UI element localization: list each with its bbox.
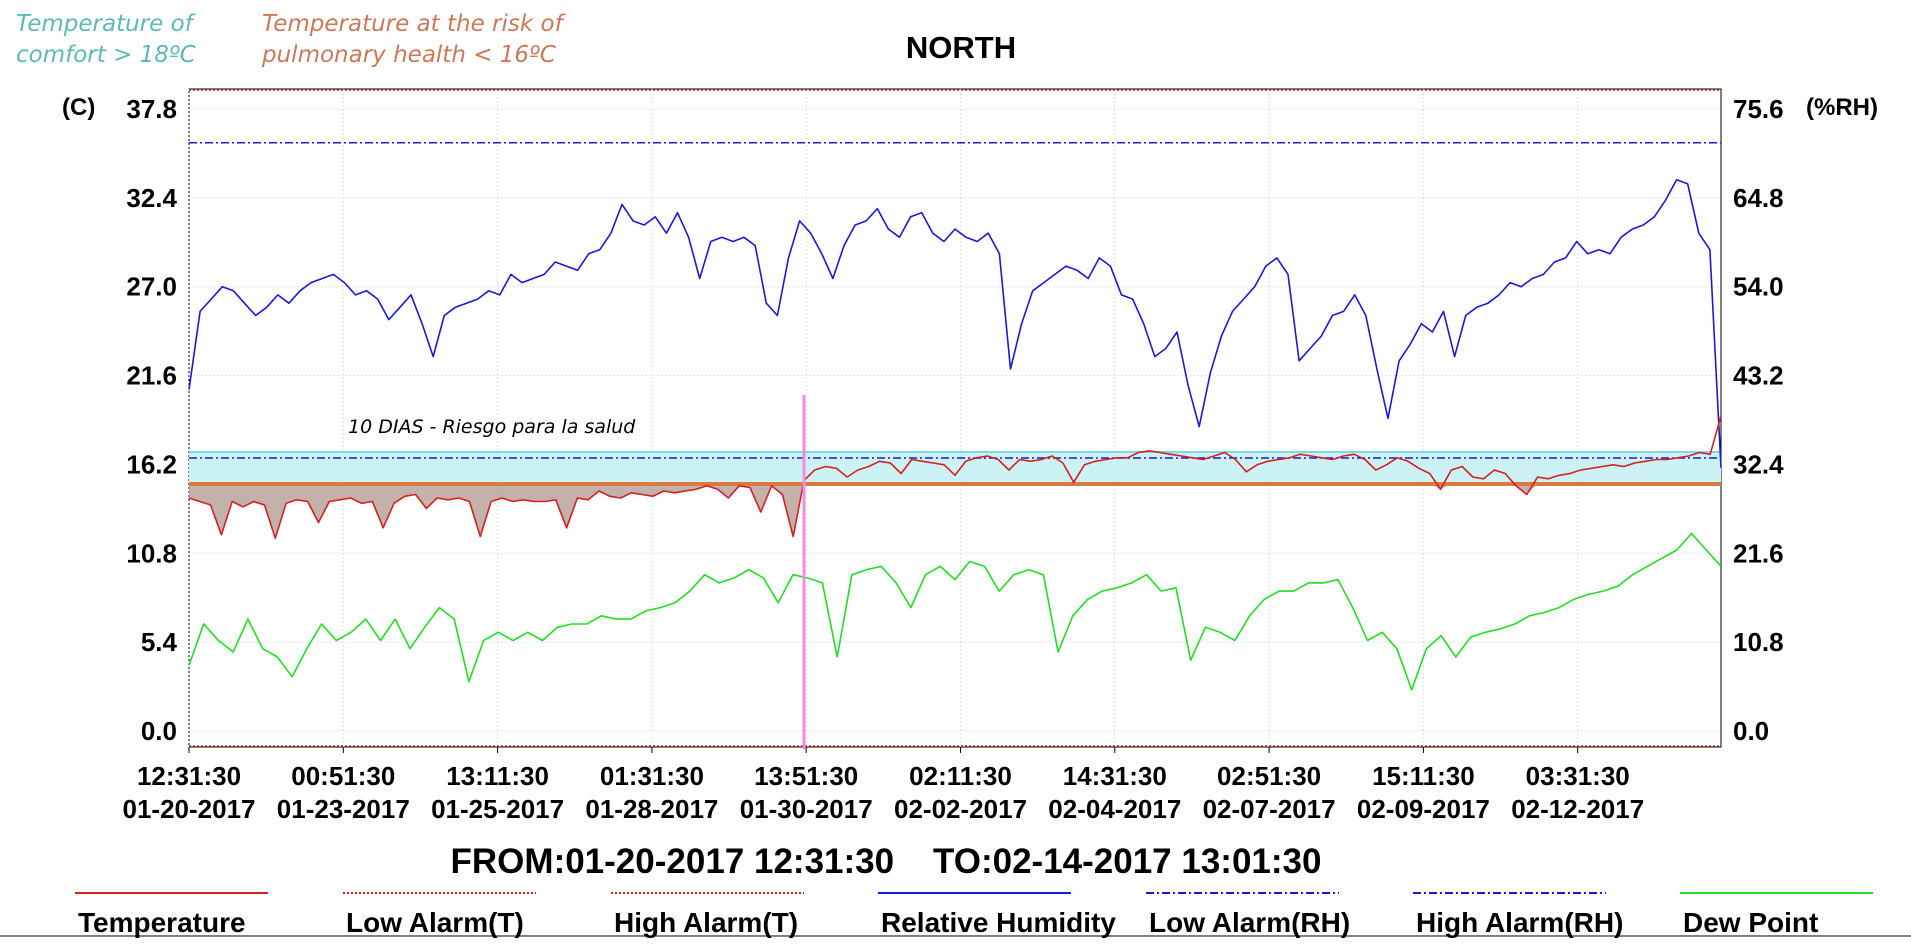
- x-tick-date: 02-07-2017: [1203, 794, 1336, 824]
- legend-label: Low Alarm(T): [346, 907, 524, 938]
- series-layer: [188, 89, 1722, 749]
- humidity-line: [188, 179, 1722, 468]
- legend-label: Dew Point: [1683, 907, 1818, 938]
- chart-title: NORTH: [906, 30, 1016, 65]
- x-tick-date: 01-20-2017: [123, 794, 256, 824]
- y-left-tick: 21.6: [126, 361, 177, 391]
- period-annotation: 10 DIAS - Riesgo para la salud: [348, 416, 636, 438]
- comfort-note-line2: comfort > 18ºC: [16, 42, 196, 68]
- y-left-tick: 16.2: [126, 449, 177, 479]
- legend-label: Relative Humidity: [881, 907, 1116, 938]
- y-left-tick: 0.0: [141, 716, 177, 746]
- y-right-tick: 0.0: [1733, 716, 1769, 746]
- tick-labels: 37.8 32.4 27.0 21.6 16.2 10.8 5.4 0.0 75.6 64.8 54…: [123, 94, 1785, 824]
- y-right-label: (%RH): [1806, 94, 1878, 121]
- x-tick-time: 00:51:30: [291, 761, 395, 791]
- risk-note-line2: pulmonary health < 16ºC: [261, 42, 556, 68]
- x-tick-time: 13:11:30: [446, 761, 549, 791]
- y-left-tick: 5.4: [141, 627, 178, 657]
- x-tick-time: 01:31:30: [600, 761, 704, 791]
- x-tick-date: 02-02-2017: [894, 794, 1027, 824]
- range-caption: FROM:01-20-2017 12:31:30 TO:02-14-2017 1…: [451, 842, 1322, 881]
- x-tick-date: 01-30-2017: [740, 794, 873, 824]
- legend-label: High Alarm(T): [614, 907, 798, 938]
- x-tick-date: 01-23-2017: [277, 794, 410, 824]
- y-left-tick: 37.8: [126, 94, 177, 124]
- x-tick-date: 02-09-2017: [1357, 794, 1490, 824]
- y-right-tick: 43.2: [1733, 361, 1784, 391]
- y-right-tick: 32.4: [1733, 449, 1784, 479]
- legend: Temperature Low Alarm(T) High Alarm(T) Rela…: [0, 892, 1911, 938]
- x-tick-date: 01-25-2017: [431, 794, 564, 824]
- legend-label: Low Alarm(RH): [1149, 907, 1350, 938]
- y-right-tick: 64.8: [1733, 183, 1784, 213]
- y-right-tick: 21.6: [1733, 538, 1784, 568]
- y-left-tick: 32.4: [126, 183, 177, 213]
- temperature-line: [188, 415, 1722, 540]
- dew-point-line: [188, 532, 1722, 691]
- grid: [188, 89, 1721, 747]
- x-tick-time: 14:31:30: [1063, 761, 1167, 791]
- risk-area-fill: [189, 484, 1721, 539]
- plot-area: [188, 88, 1722, 748]
- y-left-tick: 10.8: [126, 538, 177, 568]
- y-right-tick: 54.0: [1733, 272, 1784, 302]
- x-tick-time: 02:11:30: [909, 761, 1012, 791]
- x-tick-date: 01-28-2017: [585, 794, 718, 824]
- x-tick-time: 03:31:30: [1526, 761, 1630, 791]
- y-left-label: (C): [62, 94, 95, 121]
- x-tick-time: 15:11:30: [1372, 761, 1475, 791]
- y-right-tick: 10.8: [1733, 627, 1784, 657]
- risk-note-line1: Temperature at the risk of: [262, 11, 566, 37]
- x-tick-time: 12:31:30: [137, 761, 241, 791]
- x-tick-date: 02-04-2017: [1048, 794, 1181, 824]
- comfort-note-line1: Temperature of: [16, 11, 196, 37]
- y-left-tick: 27.0: [126, 272, 177, 302]
- x-tick-date: 02-12-2017: [1511, 794, 1644, 824]
- comfort-zone-band: [189, 452, 1721, 484]
- legend-label: High Alarm(RH): [1416, 907, 1623, 938]
- x-tick-time: 13:51:30: [754, 761, 858, 791]
- x-tick-time: 02:51:30: [1217, 761, 1321, 791]
- threshold-bands: [189, 451, 1721, 484]
- y-right-tick: 75.6: [1733, 94, 1784, 124]
- legend-label: Temperature: [78, 907, 246, 938]
